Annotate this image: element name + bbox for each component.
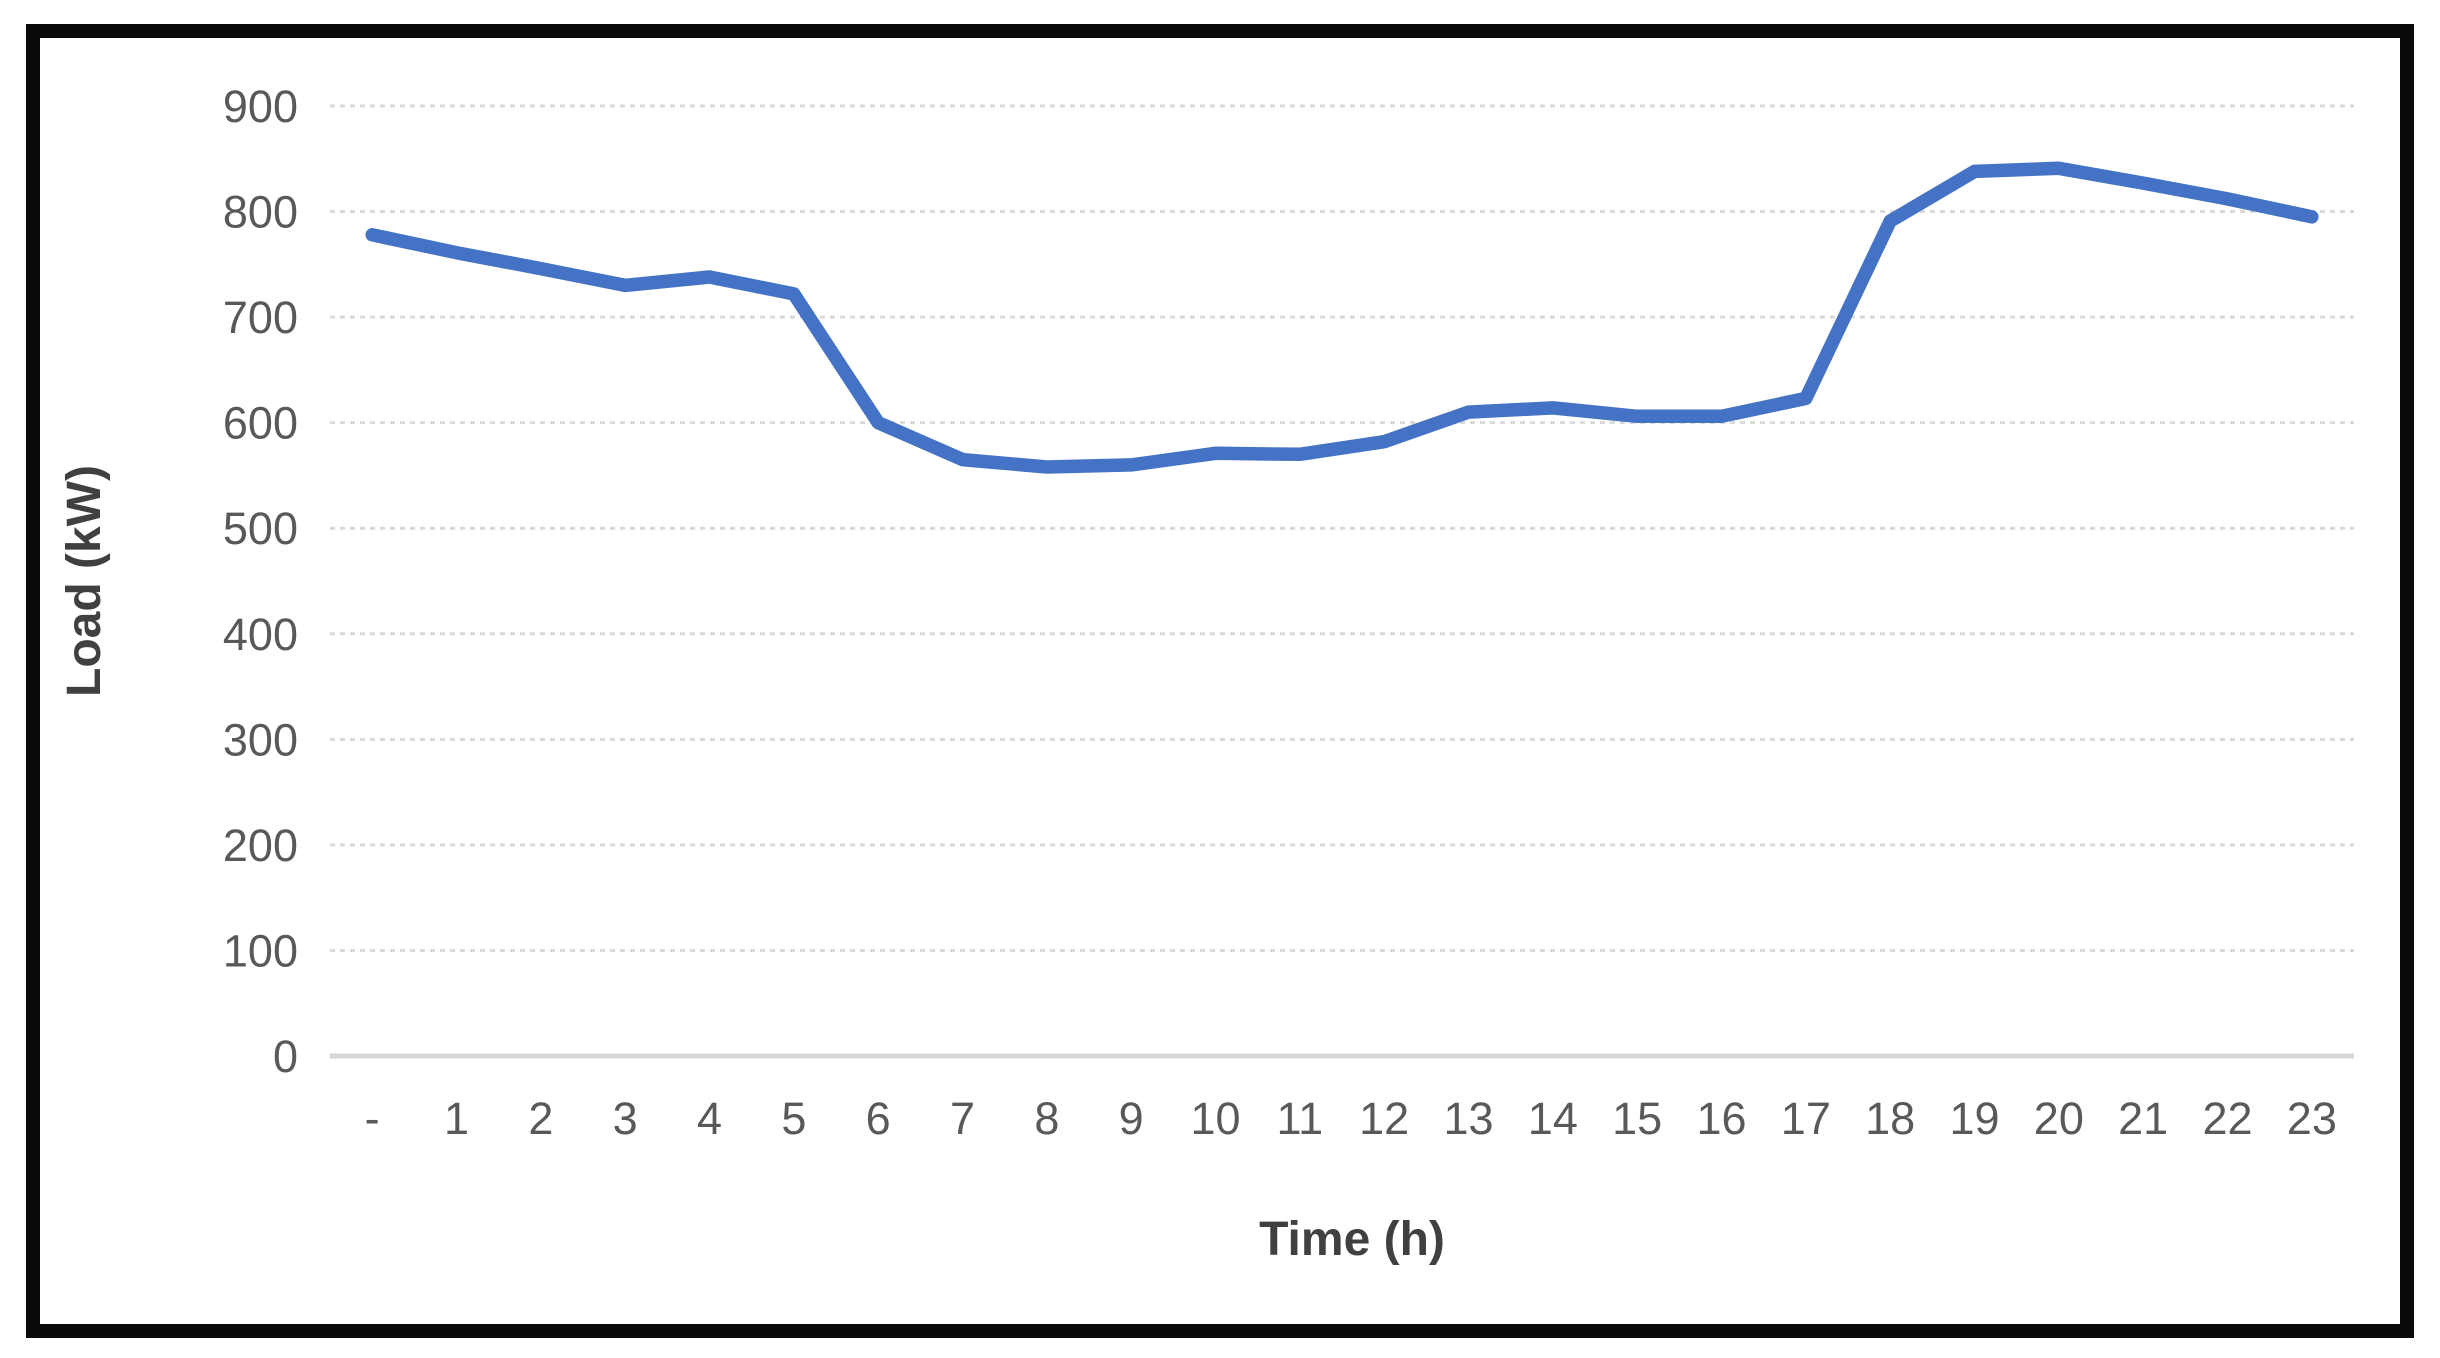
x-tick-label-19: 19 — [1949, 1093, 1999, 1144]
x-tick-label-22: 22 — [2202, 1093, 2252, 1144]
y-tick-label-0: 0 — [273, 1031, 298, 1082]
x-tick-label-4: 4 — [697, 1093, 722, 1144]
x-tick-label-7: 7 — [950, 1093, 975, 1144]
y-tick-label-600: 600 — [223, 398, 298, 449]
x-tick-label-13: 13 — [1443, 1093, 1493, 1144]
x-tick-label-5: 5 — [781, 1093, 806, 1144]
series-group — [365, 161, 2319, 474]
y-tick-label-700: 700 — [223, 292, 298, 343]
x-tick-label-1: 1 — [444, 1093, 469, 1144]
x-tick-label-10: 10 — [1190, 1093, 1240, 1144]
x-tick-label-8: 8 — [1034, 1093, 1059, 1144]
y-tick-label-800: 800 — [223, 187, 298, 238]
x-tick-label--: - — [365, 1093, 380, 1144]
x-tick-label-23: 23 — [2287, 1093, 2337, 1144]
x-tick-label-2: 2 — [528, 1093, 553, 1144]
y-tick-label-200: 200 — [223, 820, 298, 871]
x-axis-title: Time (h) — [1259, 1213, 1445, 1266]
x-tick-label-15: 15 — [1612, 1093, 1662, 1144]
x-tick-label-21: 21 — [2118, 1093, 2168, 1144]
x-tick-label-12: 12 — [1359, 1093, 1409, 1144]
x-tick-label-17: 17 — [1781, 1093, 1831, 1144]
x-tick-label-11: 11 — [1276, 1093, 1323, 1144]
y-axis-title: Load (kW) — [58, 465, 111, 697]
x-tick-label-6: 6 — [866, 1093, 891, 1144]
y-tick-label-300: 300 — [223, 714, 298, 765]
gridlines-group — [330, 104, 2354, 1059]
x-tick-label-18: 18 — [1865, 1093, 1915, 1144]
x-tick-label-9: 9 — [1119, 1093, 1144, 1144]
x-tick-label-20: 20 — [2034, 1093, 2084, 1144]
y-tick-label-400: 400 — [223, 609, 298, 660]
x-tick-label-14: 14 — [1528, 1093, 1578, 1144]
y-axis-tick-labels: 0 100 200 300 400 500 600 700 800 900 — [223, 81, 298, 1082]
series-line-load — [365, 161, 2319, 474]
y-tick-label-500: 500 — [223, 503, 298, 554]
y-tick-label-900: 900 — [223, 81, 298, 132]
x-tick-label-3: 3 — [613, 1093, 638, 1144]
x-tick-label-16: 16 — [1696, 1093, 1746, 1144]
x-axis-tick-labels: -1 2 3 4 5 6 7 8 9 10 11 12 13 14 15 16 17 18 19 20 21 22 23 — [365, 1093, 2337, 1144]
y-tick-label-100: 100 — [223, 925, 298, 976]
